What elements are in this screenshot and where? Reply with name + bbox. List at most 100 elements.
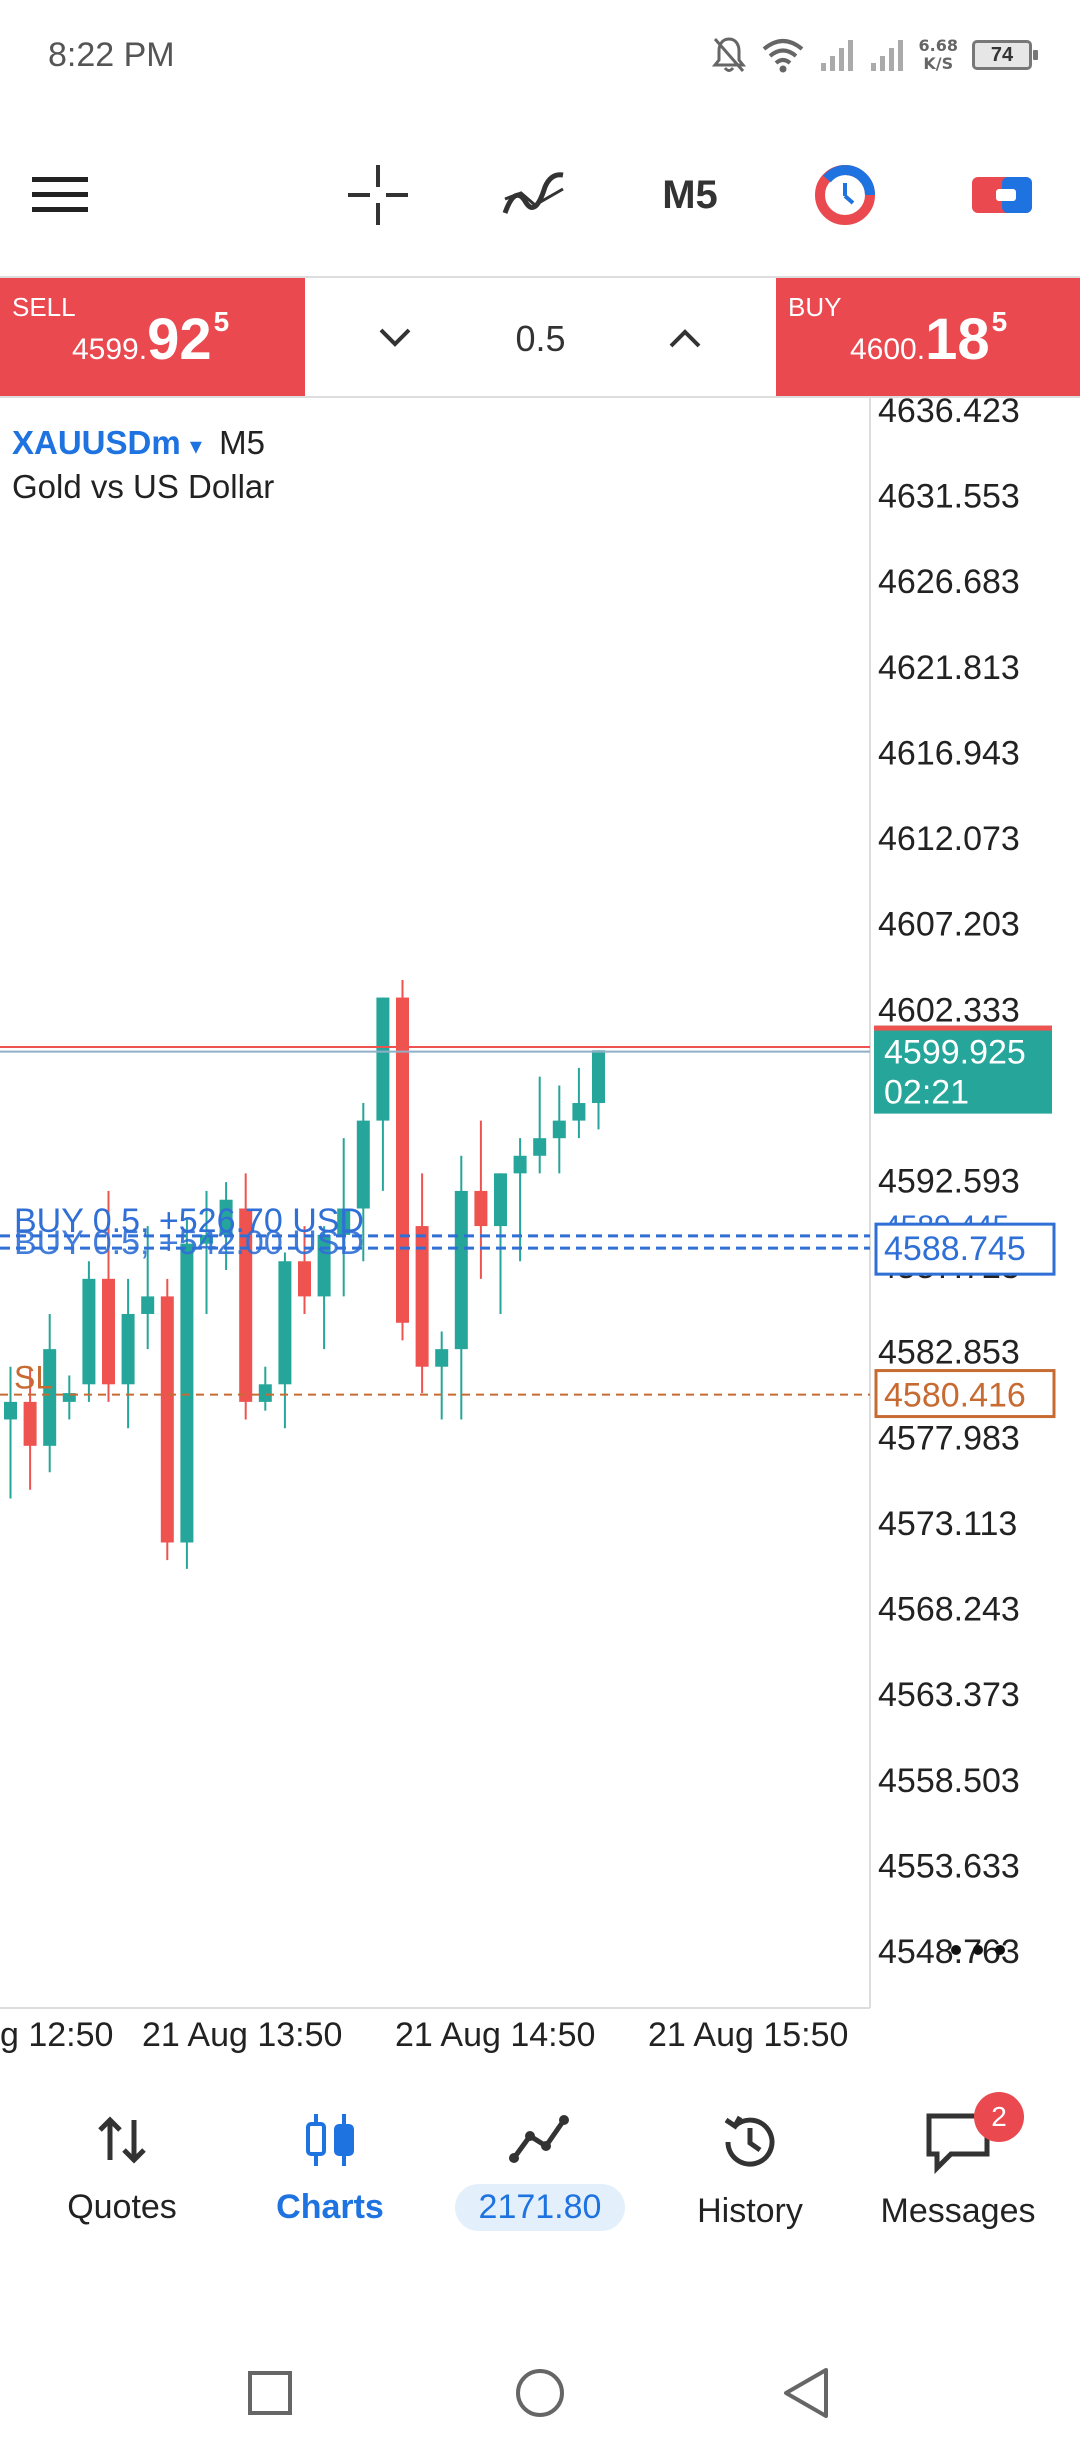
candle [494,1173,507,1314]
candle [43,1313,57,1473]
candle [317,1226,331,1350]
messages-badge: 2 [974,2092,1024,2142]
network-speed-value: 6.68 [918,36,958,55]
chart-canvas[interactable]: 4636.423 4631.553 4626.683 4621.813 4616.943… [0,398,1080,2058]
candle [396,979,409,1341]
volume-control: 0.5 [305,278,776,396]
stop-loss-label: SL [14,1360,53,1396]
sell-label: SELL [12,292,76,322]
timeframe-button[interactable]: M5 [650,140,730,250]
candle [298,1226,311,1314]
current-price-tag [874,1025,1052,1114]
candle [435,1331,449,1420]
candle [4,1366,17,1499]
quotes-arrows-icon [98,2116,146,2164]
symbol-selector[interactable]: XAUUSDm ▾ M5 [12,424,265,462]
price-axis-label: 4553.633 [878,1847,1020,1885]
buy-price-sup: 5 [991,306,1008,337]
price-axis-label: 4626.683 [878,563,1020,601]
one-click-trade-bar: SELL 4599.925 0.5 BUY 4600.185 [0,276,1080,398]
candle [62,1375,76,1420]
price-axis-label: 4577.983 [878,1419,1020,1457]
nav-quotes[interactable]: Quotes [22,2110,222,2260]
nav-history[interactable]: History [650,2110,850,2260]
nav-charts-label: Charts [276,2188,384,2226]
position-label: BUY 0.5, +526.70 USD [14,1202,364,1240]
price-axis-label: 4558.503 [878,1762,1020,1800]
time-axis-label: 21 Aug 14:50 [395,2016,595,2054]
price-axis-label: 4631.553 [878,478,1020,516]
price-axis-label: 4582.853 [878,1334,1020,1372]
candle [592,1050,605,1130]
current-price-value: 4599.925 [884,1034,1026,1072]
candle [552,1085,566,1174]
position-label: BUY 0.5, +542.00 USD [14,1224,364,1262]
more-options-button[interactable] [946,1938,1010,1967]
stop-loss-price-tag [874,1369,1056,1419]
hamburger-icon [32,177,88,212]
buy-button[interactable]: BUY 4600.185 [776,278,1080,396]
buy-price-big: 18 [925,307,990,372]
candle [356,1103,370,1262]
time-axis-label: 21 Aug 13:50 [142,2016,342,2054]
sell-button[interactable]: SELL 4599.925 [0,278,305,396]
sell-price-main: 4599. [72,333,148,366]
nav-quotes-label: Quotes [67,2188,177,2226]
volume-increase-button[interactable] [655,308,715,368]
system-navigation-bar [0,2330,1080,2460]
signal-icon-1 [820,40,853,71]
nav-trade[interactable]: 2171.80 [440,2110,640,2260]
timeframe-label: M5 [662,172,718,217]
candle [200,1190,213,1314]
battery-icon: 74 [972,40,1038,70]
nav-charts[interactable]: Charts [230,2110,430,2260]
chevron-up-icon [669,329,701,348]
time-axis-label: 21 Aug 15:50 [648,2016,848,2054]
trade-line-icon [509,2115,569,2163]
candle [415,1173,429,1394]
bar-countdown: 02:21 [884,1074,969,1112]
one-click-trading-button[interactable] [805,140,885,250]
signal-icon-2 [870,40,903,71]
candle [180,1217,194,1569]
position-price-tag [874,1222,1056,1276]
volume-value[interactable]: 0.5 [515,318,566,359]
indicator-icon [502,172,564,214]
candle [160,1278,174,1561]
buy-label: BUY [788,292,842,322]
price-axis-label: 4612.073 [878,820,1020,858]
candle [533,1076,547,1174]
volume-decrease-button[interactable] [365,308,425,368]
buy-price: 4600.185 [850,306,1007,373]
candle [141,1226,155,1350]
chevron-down-icon [379,328,411,347]
symbol-name[interactable]: XAUUSDm [12,424,181,461]
trade-mode-button[interactable] [962,140,1042,250]
network-speed: 6.68 K/S [919,37,958,73]
ask-marker [874,1025,1052,1031]
candle [278,1252,292,1429]
price-chart[interactable]: 4636.423 4631.553 4626.683 4621.813 4616.943… [0,398,1080,2058]
price-axis-label: 4573.113 [878,1505,1017,1543]
candle [337,1138,351,1297]
history-clock-icon [724,2115,775,2167]
nav-messages[interactable]: 2 Messages [858,2092,1058,2260]
home-circle-icon [516,2369,564,2417]
price-axis-label: 4636.423 [878,398,1020,430]
wifi-icon [762,39,803,73]
symbol-dropdown-icon[interactable]: ▾ [189,433,202,460]
system-nav-icons [248,2368,828,2418]
crosshair-button[interactable] [338,140,418,250]
candle [572,1067,586,1139]
price-axis-label: 4592.593 [878,1163,1020,1201]
indicators-button[interactable] [494,140,574,250]
position-price-value: 4588.745 [884,1230,1026,1268]
symbol-description: Gold vs US Dollar [12,468,275,505]
menu-button[interactable] [20,140,100,250]
nav-history-label: History [697,2192,803,2230]
candle [474,1120,488,1279]
price-axis-label: 4602.333 [878,991,1020,1029]
status-icons: 6.68 K/S 74 [711,30,1038,80]
clock-ring-icon [815,165,875,225]
status-bar: 8:22 PM 6.68 K/S 74 [0,0,1080,110]
